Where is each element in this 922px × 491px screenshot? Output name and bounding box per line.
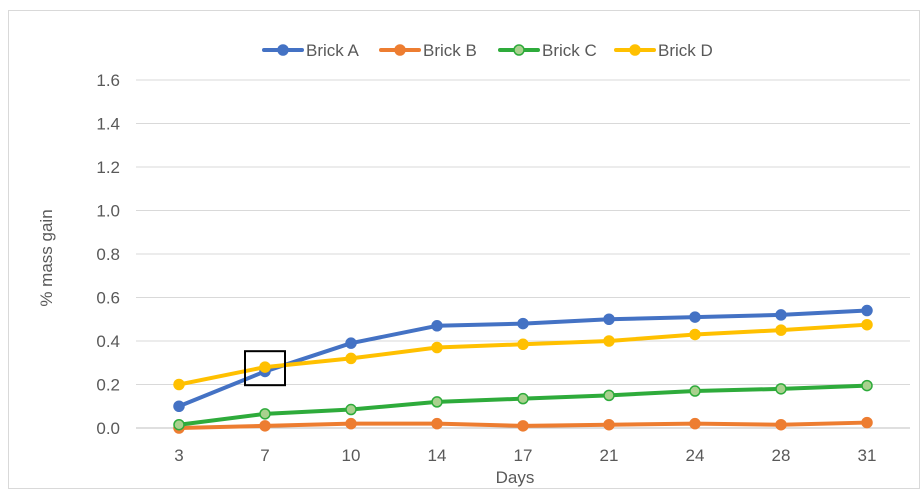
y-tick-label: 0.4 [96,332,120,351]
legend-label: Brick A [306,41,360,60]
data-point-brick-a [431,320,443,332]
y-tick-label: 0.0 [96,419,120,438]
x-tick-label: 14 [428,446,447,465]
data-point-brick-a [689,311,701,323]
legend-swatch-marker [394,44,406,56]
x-tick-label: 3 [174,446,183,465]
x-tick-label: 7 [260,446,269,465]
data-point-brick-c [861,379,873,392]
data-point-brick-c [603,389,615,402]
data-point-brick-d [173,378,185,391]
legend-item-brick-c: Brick C [498,41,597,60]
legend-item-brick-d: Brick D [614,41,713,60]
data-point-brick-c [689,385,701,397]
y-tick-label: 0.2 [96,376,120,395]
y-tick-label: 1.0 [96,202,120,221]
data-point-brick-a [603,313,615,325]
data-point-brick-c [517,392,529,405]
legend-swatch-marker [629,44,641,56]
y-axis-label: % mass gain [37,209,56,306]
chart-border [8,10,920,489]
data-point-brick-d [259,361,271,373]
x-tick-label: 17 [514,446,533,465]
legend-label: Brick C [542,41,597,60]
series-line-brick-d [177,322,869,387]
data-point-brick-d [603,335,615,347]
data-point-brick-c [775,383,787,395]
data-point-brick-b [345,417,357,430]
y-tick-label: 1.6 [96,71,120,90]
legend: Brick A Brick B Brick C Brick D [262,41,713,60]
data-point-brick-d [345,352,357,365]
data-point-brick-c [345,403,357,416]
data-point-brick-a [345,337,357,349]
annotation-box [244,350,286,387]
data-point-brick-d [431,341,443,354]
data-point-brick-d [775,324,787,336]
y-tick-label: 0.8 [96,245,120,264]
x-axis-ticks: 3 7 10 14 17 21 24 28 31 [174,446,876,465]
data-point-brick-b [431,417,443,430]
data-point-brick-a [775,309,787,321]
data-point-brick-b [861,416,873,429]
data-point-brick-b [259,420,271,432]
data-point-brick-b [603,418,615,431]
data-point-brick-b [517,420,529,432]
x-tick-label: 31 [858,446,877,465]
data-point-brick-c [431,396,443,408]
y-tick-label: 0.6 [96,289,120,308]
annotation-group [244,350,286,387]
legend-label: Brick B [423,41,477,60]
data-point-brick-c [259,408,271,420]
series-line-brick-c [177,383,869,427]
data-point-brick-a [517,317,529,330]
data-point-brick-b [689,417,701,430]
data-point-brick-c [173,418,185,431]
legend-item-brick-b: Brick B [379,41,477,60]
x-tick-label: 24 [686,446,705,465]
y-axis-ticks: 0.0 0.2 0.4 0.6 0.8 1.0 1.2 1.4 1.6 [96,71,120,438]
data-point-brick-d [689,328,701,341]
x-axis-label: Days [496,468,535,487]
legend-label: Brick D [658,41,713,60]
legend-swatch-marker [513,44,525,56]
x-tick-label: 28 [772,446,791,465]
data-point-brick-d [517,338,529,351]
data-point-brick-a [861,304,873,317]
data-point-brick-b [775,418,787,431]
x-tick-label: 10 [342,446,361,465]
series-group [173,304,873,434]
x-tick-label: 21 [600,446,619,465]
y-tick-label: 1.2 [96,158,120,177]
data-point-brick-d [861,318,873,331]
y-tick-label: 1.4 [96,115,120,134]
legend-item-brick-a: Brick A [262,41,360,60]
data-point-brick-a [173,400,185,412]
legend-swatch-marker [277,44,289,56]
